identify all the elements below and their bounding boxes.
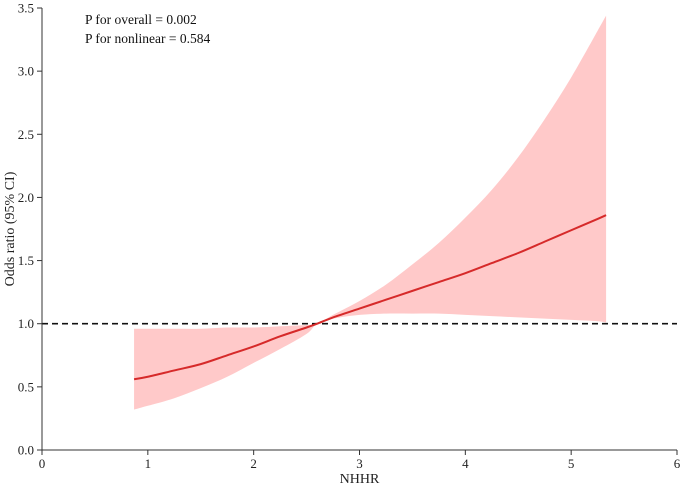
y-tick-label: 1.0 [18, 316, 34, 331]
y-tick-label: 0.5 [18, 379, 34, 394]
x-tick-label: 0 [39, 456, 46, 471]
y-tick-label: 0.0 [18, 443, 34, 458]
y-tick-label: 2.5 [18, 127, 34, 142]
y-tick-label: 3.0 [18, 64, 34, 79]
x-tick-label: 1 [145, 456, 152, 471]
x-tick-label: 5 [568, 456, 575, 471]
x-tick-label: 4 [462, 456, 469, 471]
x-tick-label: 2 [250, 456, 257, 471]
p-overall-annotation: P for overall = 0.002 [85, 12, 197, 27]
y-axis-title: Odds ratio (95% CI) [3, 171, 18, 286]
y-tick-label: 1.5 [18, 253, 34, 268]
x-tick-label: 3 [356, 456, 363, 471]
x-ticks: 0 1 2 3 4 5 6 [39, 450, 681, 471]
y-tick-label: 3.5 [18, 1, 34, 16]
p-nonlinear-annotation: P for nonlinear = 0.584 [85, 31, 210, 46]
estimate-line [133, 214, 607, 381]
y-ticks: 0.0 0.5 1.0 1.5 2.0 2.5 3.0 3.5 [18, 1, 42, 458]
x-axis-title: NHHR [340, 472, 380, 487]
x-tick-label: 6 [674, 456, 681, 471]
plot-area [42, 15, 677, 410]
y-tick-label: 2.0 [18, 190, 34, 205]
confidence-band [134, 15, 607, 410]
